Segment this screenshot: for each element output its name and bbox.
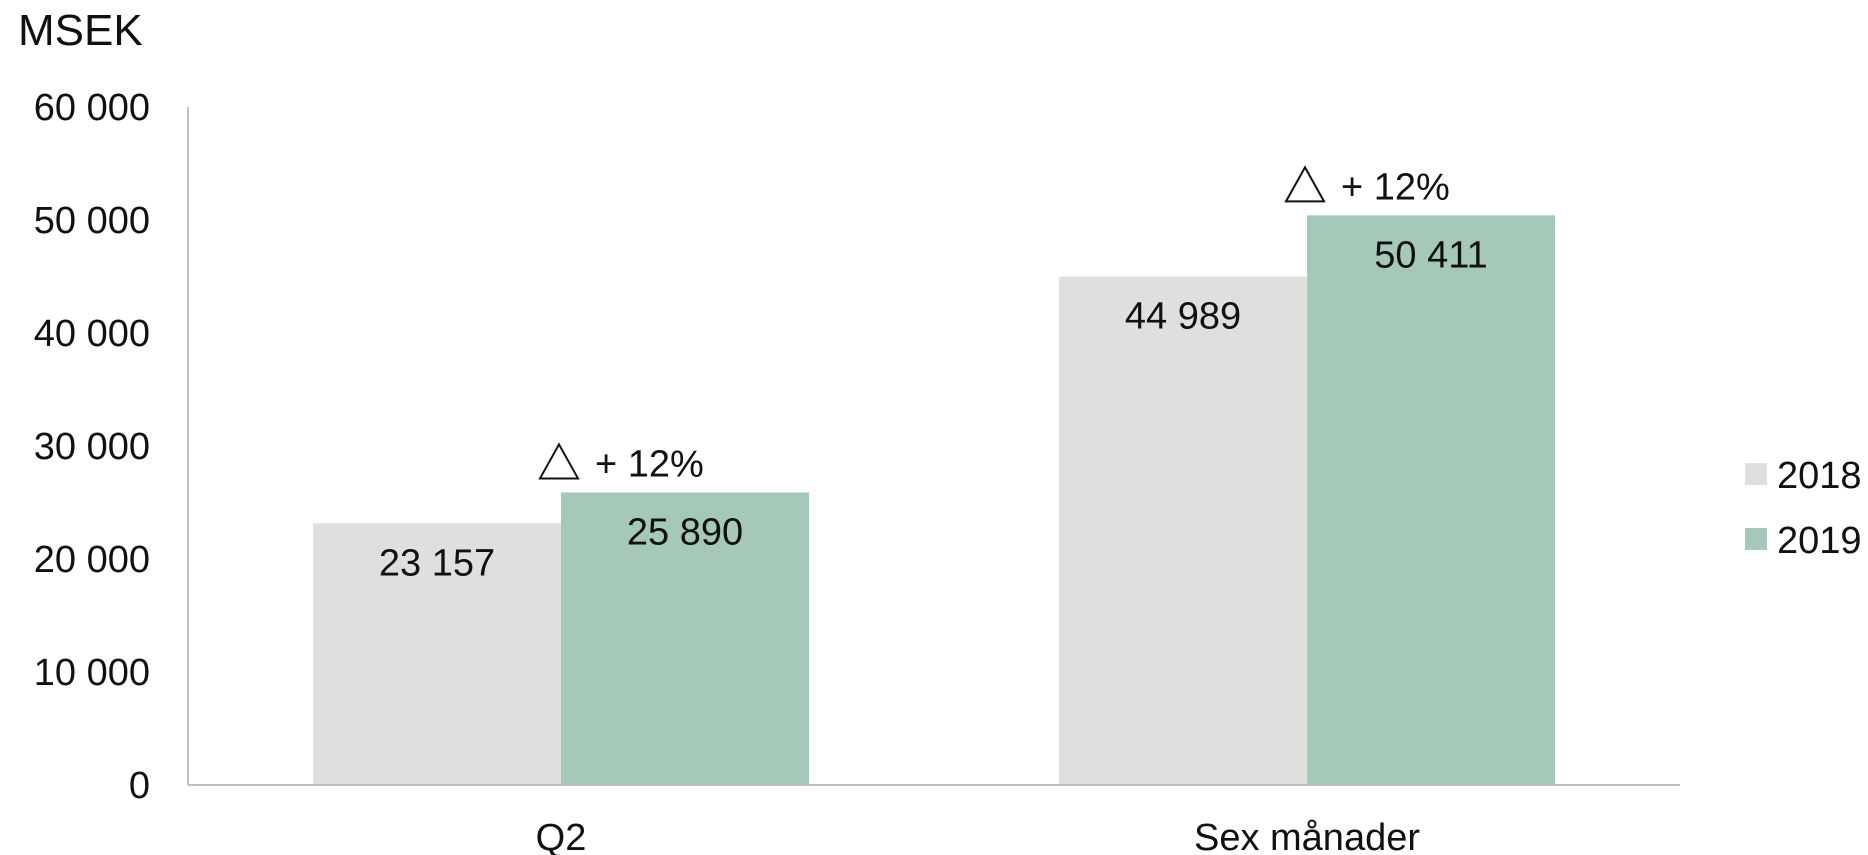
bar-2018-0 <box>313 523 561 785</box>
change-annotation: + 12% <box>1341 166 1450 208</box>
data-label: 23 157 <box>379 542 495 584</box>
y-tick-label: 10 000 <box>34 652 150 694</box>
y-tick-label: 60 000 <box>34 87 150 129</box>
data-label: 25 890 <box>627 511 743 553</box>
bars <box>313 215 1555 785</box>
change-annotation: + 12% <box>595 443 704 485</box>
y-tick-label: 50 000 <box>34 200 150 242</box>
legend: 2018 2019 <box>1745 455 1862 562</box>
bar-2018-1 <box>1059 276 1307 785</box>
data-label: 50 411 <box>1374 234 1487 276</box>
y-tick-label: 30 000 <box>34 426 150 468</box>
y-tick-label: 20 000 <box>34 539 150 581</box>
data-label: 44 989 <box>1125 296 1241 338</box>
legend-swatch-2018 <box>1745 463 1767 485</box>
x-tick-label: Sex månader <box>1194 817 1420 855</box>
legend-swatch-2019 <box>1745 528 1767 550</box>
bar-2019-1 <box>1307 215 1555 785</box>
bar-2019-0 <box>561 492 809 785</box>
unit-label: MSEK <box>18 6 143 55</box>
delta-icon <box>538 442 580 480</box>
y-tick-label: 0 <box>129 765 150 807</box>
delta-icon <box>1284 165 1326 203</box>
legend-label: 2018 <box>1777 455 1862 497</box>
data-labels: 23 157 25 890 44 989 50 411 <box>379 234 1488 584</box>
annotations: + 12% + 12% <box>538 165 1450 485</box>
x-axis: Q2 Sex månader <box>188 784 1680 855</box>
legend-label: 2019 <box>1777 520 1862 562</box>
y-tick-label: 40 000 <box>34 313 150 355</box>
x-tick-label: Q2 <box>536 817 587 855</box>
y-axis: 0 10 000 20 000 30 000 40 000 50 000 60 000 <box>34 87 189 807</box>
